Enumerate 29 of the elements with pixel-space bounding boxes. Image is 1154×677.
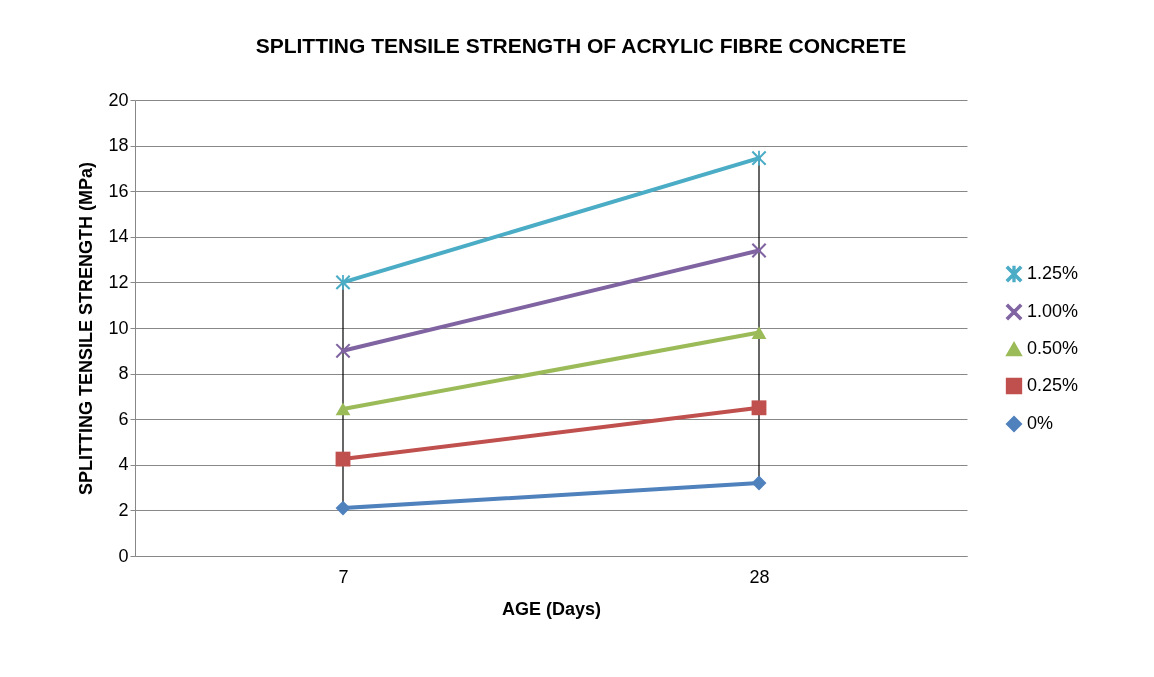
x-tick-label: 28	[749, 566, 770, 587]
point	[335, 343, 351, 359]
y-tick-label: 4	[118, 454, 129, 475]
point	[335, 274, 351, 290]
chart-title: SPLITTING TENSILE STRENGTH OF ACRYLIC FIBRE CONCRETE	[255, 34, 907, 57]
point	[751, 243, 767, 258]
y-tick-label: 12	[108, 271, 129, 292]
x-tick-label: 7	[338, 566, 349, 587]
point	[335, 500, 351, 516]
y-tick-label: 18	[108, 135, 129, 156]
y-tick-label: 8	[118, 363, 129, 384]
y-tick-label: 2	[118, 499, 129, 520]
legend-label: 0.25%	[1027, 375, 1079, 395]
legend-label: 1.00%	[1027, 301, 1079, 321]
point	[335, 451, 351, 467]
x-axis-title: AGE (Days)	[501, 598, 602, 619]
point	[751, 150, 767, 166]
point	[751, 400, 767, 416]
y-axis-title: SPLITTING TENSILE STRENGTH (MPa)	[76, 161, 97, 496]
y-tick-label: 10	[108, 317, 129, 338]
legend-label: 1.25%	[1027, 263, 1079, 283]
legend-label: 0%	[1027, 413, 1054, 433]
y-tick-label: 6	[118, 408, 129, 429]
y-tick-label: 20	[108, 89, 129, 110]
legend-label: 0.50%	[1027, 338, 1079, 358]
point	[751, 475, 767, 491]
y-tick-label: 14	[108, 226, 129, 247]
y-tick-label: 16	[108, 180, 129, 201]
y-tick-label: 0	[118, 545, 129, 566]
